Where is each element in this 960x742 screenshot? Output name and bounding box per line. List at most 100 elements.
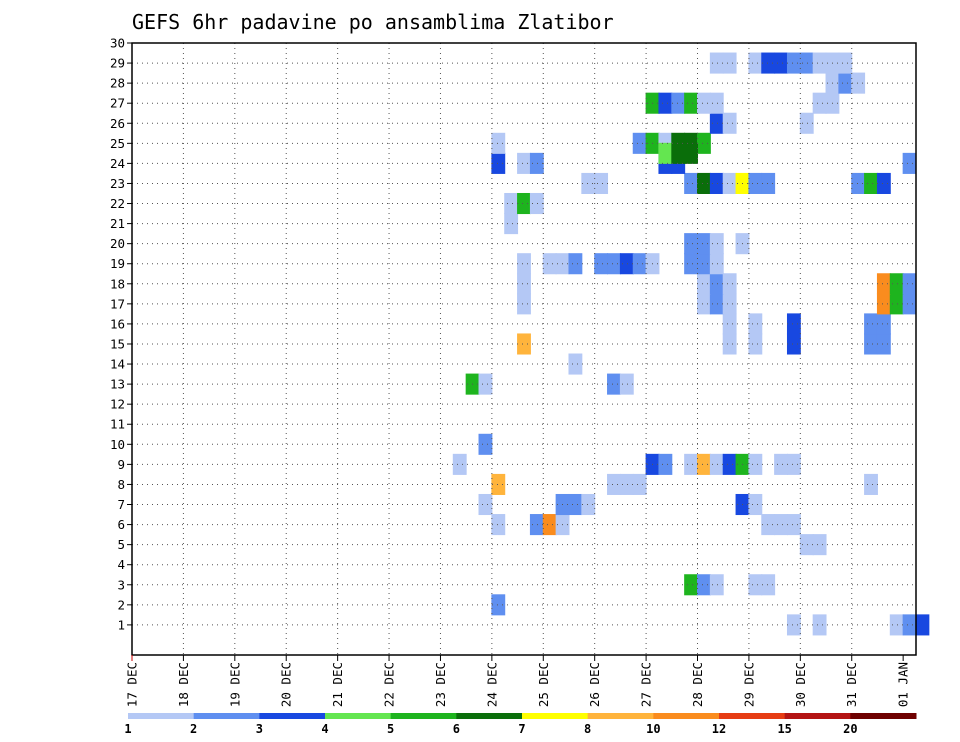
precip-cell <box>876 172 891 194</box>
precip-cell <box>774 52 788 74</box>
x-tick-label: 01 JAN <box>896 662 911 707</box>
x-tick-label: 20 DEC <box>279 662 294 707</box>
precip-cell <box>761 574 776 596</box>
precip-cell <box>568 253 583 275</box>
precip-cell <box>517 293 531 315</box>
precip-cell <box>491 132 506 154</box>
precip-cell <box>786 52 801 74</box>
precip-cell <box>542 253 557 275</box>
precip-cell <box>517 333 531 355</box>
x-tick-label: 18 DEC <box>176 662 191 707</box>
precip-cell <box>709 112 724 134</box>
precip-cell <box>709 92 724 114</box>
precip-cell <box>722 313 737 335</box>
precip-cell <box>889 273 904 295</box>
precip-cell <box>568 353 583 375</box>
precip-cell <box>529 152 544 174</box>
precip-cell <box>786 614 801 636</box>
x-tick-label: 17 DEC <box>125 662 140 707</box>
y-tick-label: 23 <box>110 176 125 191</box>
y-tick-label: 8 <box>117 477 125 492</box>
precip-cell <box>812 614 827 636</box>
y-tick-label: 27 <box>110 96 125 111</box>
precip-cell <box>864 473 878 495</box>
precip-cell <box>478 493 493 516</box>
precip-cell <box>851 72 866 94</box>
y-tick-label: 29 <box>110 56 125 71</box>
precip-cell <box>671 92 686 114</box>
colorbar-swatch <box>128 713 195 719</box>
precip-cell <box>594 172 609 194</box>
precip-cell <box>722 453 737 475</box>
precip-cell <box>748 493 763 516</box>
precip-cell <box>838 72 853 94</box>
precip-cell <box>658 92 673 114</box>
precip-cell <box>684 574 699 596</box>
colorbar-label: 2 <box>190 722 197 736</box>
colorbar-label: 20 <box>843 722 857 736</box>
precip-cell <box>876 313 891 335</box>
precip-cell <box>658 142 673 164</box>
precip-cell <box>517 253 531 275</box>
precip-cell <box>902 152 917 174</box>
precip-cell <box>491 594 506 616</box>
y-tick-label: 21 <box>110 216 125 231</box>
precip-cell <box>697 92 711 114</box>
precip-cell <box>452 453 467 475</box>
precip-cell <box>684 253 699 275</box>
precip-cell <box>812 52 827 74</box>
precip-cell <box>722 172 737 194</box>
precip-cell <box>619 373 634 395</box>
x-tick-label: 19 DEC <box>227 662 242 707</box>
precip-cell <box>684 172 699 194</box>
colorbar-swatch <box>653 713 720 719</box>
precip-cell <box>697 253 711 275</box>
colorbar-label: 7 <box>518 722 525 736</box>
color-bar: 1 2 3 4 5 6 7 8 10 12 15 20 <box>124 713 917 736</box>
y-tick-label: 28 <box>110 76 125 91</box>
precip-cell <box>786 333 801 355</box>
precip-cell <box>478 433 493 455</box>
precip-cell <box>684 233 699 255</box>
precip-cell <box>748 574 763 596</box>
colorbar-swatch <box>193 713 260 719</box>
precip-cell <box>632 132 647 154</box>
precip-cell <box>761 514 776 536</box>
precip-cell <box>786 453 801 475</box>
x-tick-label: 21 DEC <box>330 662 345 707</box>
precip-cell <box>812 92 827 114</box>
y-tick-label: 18 <box>110 276 125 291</box>
chart-title: GEFS 6hr padavine po ansamblima Zlatibor <box>132 10 614 34</box>
y-tick-label: 14 <box>110 357 125 372</box>
precip-cell <box>619 473 634 495</box>
colorbar-swatch <box>456 713 523 719</box>
x-tick-label: 30 DEC <box>793 662 808 707</box>
y-tick-label: 9 <box>117 457 125 472</box>
precip-cell <box>594 253 609 275</box>
precip-cell <box>748 313 763 335</box>
precip-cell <box>799 52 814 74</box>
precip-cell <box>876 273 891 295</box>
precip-cell <box>902 293 917 315</box>
precip-cell <box>607 253 621 275</box>
colorbar-label: 10 <box>646 722 660 736</box>
precip-cell <box>709 253 724 275</box>
y-tick-label: 10 <box>110 437 125 452</box>
precip-cell <box>748 453 763 475</box>
precip-cell <box>517 152 531 174</box>
precip-cell <box>529 192 544 215</box>
precip-cell <box>709 273 724 295</box>
y-tick-label: 12 <box>110 397 125 412</box>
precip-cell <box>697 233 711 255</box>
precip-cell <box>607 373 621 395</box>
precip-cell <box>864 313 878 335</box>
y-axis: 1234567891011121314151617181920212223242… <box>110 36 132 632</box>
y-tick-label: 2 <box>117 597 125 612</box>
precip-cell <box>529 514 544 536</box>
y-tick-label: 5 <box>117 537 125 552</box>
y-tick-label: 6 <box>117 517 125 532</box>
precip-cell <box>774 514 788 536</box>
precip-cell <box>709 453 724 475</box>
x-tick-label: 26 DEC <box>587 662 602 707</box>
